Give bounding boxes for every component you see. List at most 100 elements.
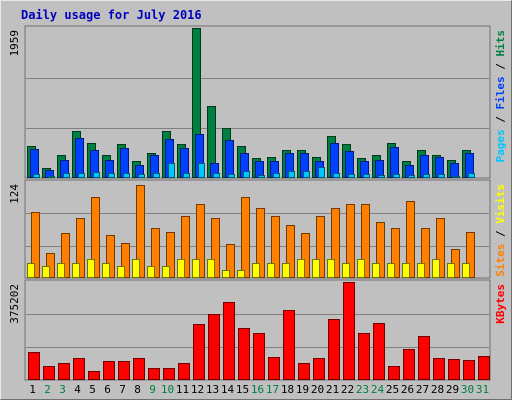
x-tick-label-day-30: 30 [461, 383, 474, 396]
bar-kbytes-day-26 [403, 349, 415, 380]
x-tick-label-day-9: 9 [149, 383, 156, 396]
bar-kbytes-day-6 [103, 361, 115, 380]
bar-visits-day-14 [226, 244, 235, 278]
bar-files-day-21 [330, 143, 339, 178]
bar-pages-day-17 [273, 173, 280, 178]
x-tick-label-day-16: 16 [251, 383, 264, 396]
bar-pages-day-27 [423, 174, 430, 178]
bar-sites-day-11 [177, 259, 185, 278]
bar-visits-day-5 [91, 197, 100, 278]
bar-visits-day-3 [61, 233, 70, 278]
bar-kbytes-day-12 [193, 324, 205, 380]
bar-sites-day-5 [87, 259, 95, 278]
x-tick-label-day-23: 23 [356, 383, 369, 396]
bar-sites-day-23 [357, 259, 365, 278]
x-tick-label-day-4: 4 [74, 383, 81, 396]
right-label-part-hits-files-pages-4: Hits [494, 30, 507, 57]
bar-visits-day-27 [421, 228, 430, 278]
bar-sites-day-10 [162, 266, 170, 278]
bar-pages-day-28 [438, 174, 445, 178]
bar-sites-day-4 [72, 263, 80, 278]
ymax-label-kbytes: 375202 [8, 284, 21, 324]
x-tick-label-day-18: 18 [281, 383, 294, 396]
bar-visits-day-22 [346, 204, 355, 278]
right-label-part-hits-files-pages-1: / [494, 110, 507, 130]
bar-sites-day-12 [192, 259, 200, 278]
bar-kbytes-day-22 [343, 282, 355, 380]
bar-pages-day-29 [453, 176, 460, 178]
bar-kbytes-day-14 [223, 302, 235, 380]
bar-pages-day-23 [363, 174, 370, 178]
bar-visits-day-7 [121, 243, 130, 278]
bar-kbytes-day-23 [358, 333, 370, 380]
bar-files-day-1 [30, 149, 39, 178]
bar-pages-day-20 [318, 167, 325, 178]
bar-sites-day-9 [147, 266, 155, 278]
x-tick-label-day-19: 19 [296, 383, 309, 396]
bar-sites-day-28 [432, 259, 440, 278]
bar-pages-day-1 [33, 174, 40, 178]
bar-sites-day-30 [462, 263, 470, 278]
bar-kbytes-day-10 [163, 368, 175, 380]
bar-visits-day-17 [271, 216, 280, 278]
bar-files-day-24 [375, 160, 384, 178]
right-label-part-hits-files-pages-2: Files [494, 76, 507, 109]
bar-kbytes-day-11 [178, 363, 190, 380]
bar-pages-day-16 [258, 175, 265, 178]
bar-kbytes-day-20 [313, 358, 325, 380]
x-tick-label-day-24: 24 [371, 383, 385, 396]
bar-sites-day-2 [42, 266, 50, 278]
bar-visits-day-8 [136, 185, 145, 278]
bar-pages-day-11 [183, 173, 190, 178]
bar-pages-day-18 [288, 171, 295, 178]
bar-visits-day-13 [211, 218, 220, 278]
bar-pages-day-3 [63, 173, 70, 178]
bar-pages-day-24 [378, 175, 385, 178]
bar-pages-day-30 [468, 173, 475, 178]
bar-sites-day-16 [252, 263, 260, 278]
bar-pages-day-2 [48, 176, 55, 178]
x-tick-label-day-14: 14 [221, 383, 235, 396]
x-tick-label-day-15: 15 [236, 383, 249, 396]
bar-pages-day-21 [333, 173, 340, 178]
bar-sites-day-14 [222, 270, 230, 278]
chart-title: Daily usage for July 2016 [21, 8, 202, 22]
bar-kbytes-day-5 [88, 371, 100, 380]
bar-sites-day-29 [447, 263, 455, 278]
bar-visits-day-6 [106, 235, 115, 278]
bar-visits-day-2 [46, 253, 55, 278]
x-tick-label-day-21: 21 [326, 383, 339, 396]
bar-pages-day-13 [213, 173, 220, 178]
right-label-visits-sites: Sites / Visits [494, 184, 507, 277]
bar-pages-day-10 [168, 163, 175, 178]
x-tick-label-day-25: 25 [386, 383, 399, 396]
right-label-part-visits-sites-2: Visits [494, 184, 507, 224]
bar-sites-day-3 [57, 263, 65, 278]
x-tick-label-day-12: 12 [191, 383, 204, 396]
bar-visits-day-4 [76, 218, 85, 278]
x-tick-label-day-29: 29 [446, 383, 459, 396]
bar-pages-day-9 [153, 173, 160, 178]
x-tick-label-day-7: 7 [119, 383, 126, 396]
bar-kbytes-day-1 [28, 352, 40, 380]
bar-sites-day-21 [327, 259, 335, 278]
bar-pages-day-26 [408, 175, 415, 178]
bar-kbytes-day-3 [58, 363, 70, 380]
bar-pages-day-12 [198, 163, 205, 178]
x-tick-label-day-17: 17 [266, 383, 279, 396]
bar-kbytes-day-21 [328, 319, 340, 380]
x-tick-label-day-8: 8 [134, 383, 141, 396]
bar-visits-day-30 [466, 232, 475, 278]
bar-kbytes-day-25 [388, 366, 400, 380]
right-label-part-visits-sites-1: / [494, 224, 507, 244]
bar-kbytes-day-15 [238, 328, 250, 380]
bar-visits-day-28 [436, 218, 445, 278]
x-tick-label-day-3: 3 [59, 383, 66, 396]
bar-visits-day-1 [31, 212, 40, 278]
bar-pages-day-7 [123, 173, 130, 178]
bar-visits-day-10 [166, 232, 175, 278]
bar-files-day-22 [345, 151, 354, 178]
x-tick-label-day-11: 11 [176, 383, 189, 396]
bar-visits-day-24 [376, 222, 385, 278]
